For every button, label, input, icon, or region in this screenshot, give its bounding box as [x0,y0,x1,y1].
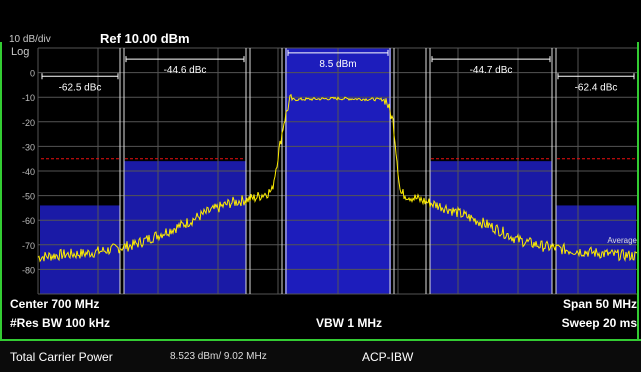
span: Span 50 MHz [562,297,637,311]
y-tick-label: 0 [30,69,35,79]
y-tick-label: -30 [22,142,35,152]
total-carrier-power-label: Total Carrier Power [10,350,113,364]
scale-type: Log [11,46,30,58]
channel-upper-adj-label: -44.7 dBc [470,65,513,76]
res-bw: #Res BW 100 kHz [10,316,111,330]
channel-lower-alt-label: -62.5 dBc [59,82,102,93]
status-footer: Total Carrier Power 8.523 dBm/ 9.02 MHz … [0,341,641,372]
y-tick-label: -10 [22,93,35,103]
scale-per-div: 10 dB/div [9,34,51,45]
center-freq: Center 700 MHz [10,297,100,311]
left-border [0,42,2,340]
trace-name-label: Average [607,236,637,245]
carrier-label: 8.5 dBm [319,59,356,70]
spectrum-trace [37,93,639,263]
measurement-mode: ACP-IBW [362,350,414,364]
right-border [637,42,639,340]
y-tick-label: -20 [22,118,35,128]
channel-lower-adj-label: -44.6 dBc [164,65,207,76]
y-tick-label: -70 [22,241,35,251]
total-carrier-power-value: 8.523 dBm/ 9.02 MHz [170,351,267,362]
status-divider [0,339,641,341]
y-tick-label: -50 [22,192,35,202]
channel-upper-alt-label: -62.4 dBc [575,82,618,93]
ref-level: Ref 10.00 dBm [100,31,190,46]
y-tick-label: -60 [22,216,35,226]
channel-fill-lower-adj [124,161,246,294]
y-tick-label: -40 [22,167,35,177]
vbw: VBW 1 MHz [316,316,382,330]
sweep: Sweep 20 ms [561,316,637,330]
y-tick-label: -80 [22,265,35,275]
